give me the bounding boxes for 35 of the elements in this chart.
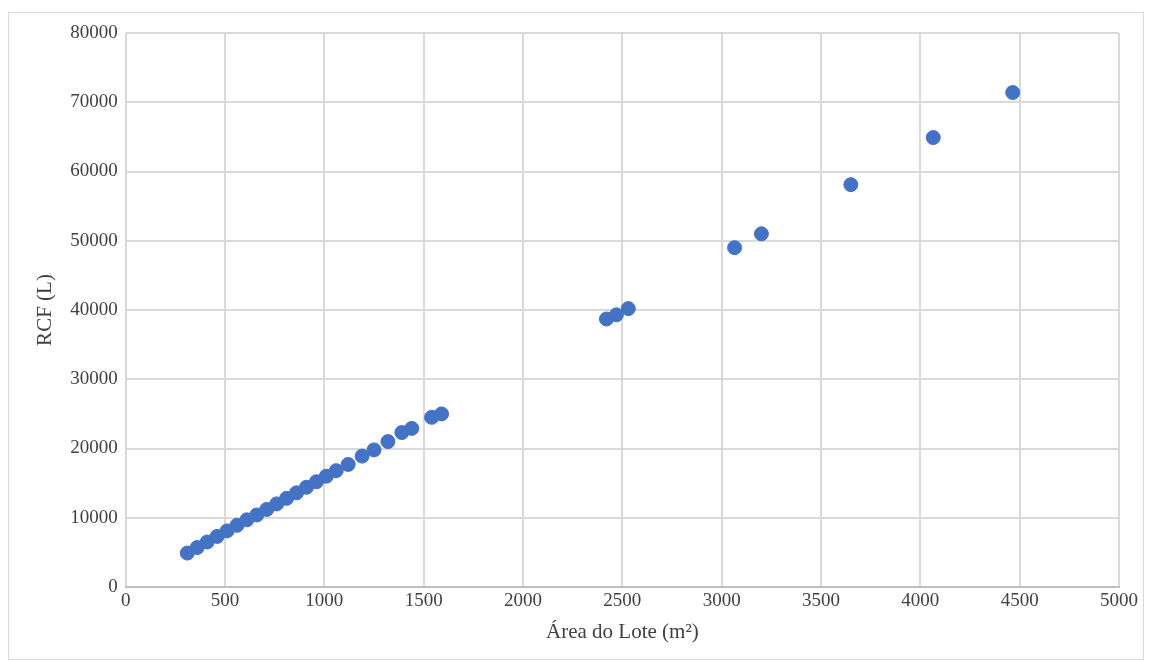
point [1005,85,1021,101]
x-tick-label: 3000 [702,589,741,611]
point [380,434,396,450]
x-tick-label: 4500 [1000,589,1039,611]
y-tick-label: 70000 [70,90,118,112]
point [340,456,356,472]
point [620,301,636,317]
y-tick-label: 20000 [70,436,118,458]
y-tick-label: 40000 [70,297,118,319]
x-tick-label: 2000 [504,589,543,611]
y-tick-label: 0 [108,574,118,596]
y-tick-label: 80000 [70,20,118,42]
y-tick-label: 10000 [70,505,118,527]
point [727,240,743,256]
point [925,130,941,146]
point [366,442,382,458]
y-tick-label: 30000 [70,367,118,389]
y-tick-label: 60000 [70,159,118,181]
y-tick-label: 50000 [70,228,118,250]
point [354,448,370,464]
point [753,226,769,242]
point [608,307,624,323]
x-tick-label: 5000 [1100,589,1138,611]
point [328,463,344,479]
x-axis-title: Área do Lote (m²) [546,618,699,643]
point [404,420,420,436]
y-axis-title: RCF (L) [32,274,57,346]
x-tick-label: 1500 [404,589,443,611]
x-tick-label: 3500 [802,589,841,611]
x-tick-label: 500 [210,589,240,611]
x-tick-label: 4000 [901,589,940,611]
point [434,406,450,422]
x-tick-label: 1000 [305,589,344,611]
x-tick-label: 2500 [603,589,642,611]
point [843,177,859,193]
